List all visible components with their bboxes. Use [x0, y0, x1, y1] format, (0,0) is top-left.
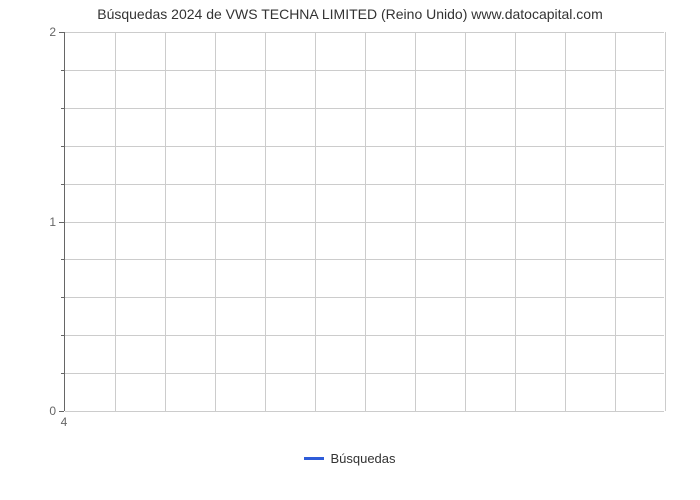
y-tick-mark — [59, 411, 64, 412]
gridline-h — [65, 411, 664, 412]
y-tick-label: 0 — [30, 404, 56, 418]
plot-area — [64, 32, 664, 411]
legend-label: Búsquedas — [330, 451, 395, 466]
chart-title: Búsquedas 2024 de VWS TECHNA LIMITED (Re… — [97, 6, 603, 22]
y-minor-tick-mark — [61, 297, 64, 298]
gridline-v — [415, 32, 416, 411]
gridline-v — [215, 32, 216, 411]
gridline-v — [115, 32, 116, 411]
y-tick-mark — [59, 32, 64, 33]
y-tick-label: 2 — [30, 25, 56, 39]
y-minor-tick-mark — [61, 108, 64, 109]
gridline-v — [515, 32, 516, 411]
y-minor-tick-mark — [61, 373, 64, 374]
gridline-v — [365, 32, 366, 411]
gridline-v — [265, 32, 266, 411]
gridline-v — [665, 32, 666, 411]
y-minor-tick-mark — [61, 335, 64, 336]
gridline-v — [165, 32, 166, 411]
legend-swatch — [304, 457, 324, 460]
gridline-v — [465, 32, 466, 411]
y-minor-tick-mark — [61, 184, 64, 185]
y-tick-label: 1 — [30, 215, 56, 229]
y-minor-tick-mark — [61, 259, 64, 260]
gridline-v — [315, 32, 316, 411]
x-tick-label: 4 — [61, 415, 68, 429]
chart-area: 0 1 2 4 — [30, 26, 670, 441]
y-tick-mark — [59, 222, 64, 223]
gridline-v — [565, 32, 566, 411]
y-minor-tick-mark — [61, 70, 64, 71]
y-minor-tick-mark — [61, 146, 64, 147]
legend: Búsquedas — [304, 451, 395, 466]
gridline-v — [615, 32, 616, 411]
